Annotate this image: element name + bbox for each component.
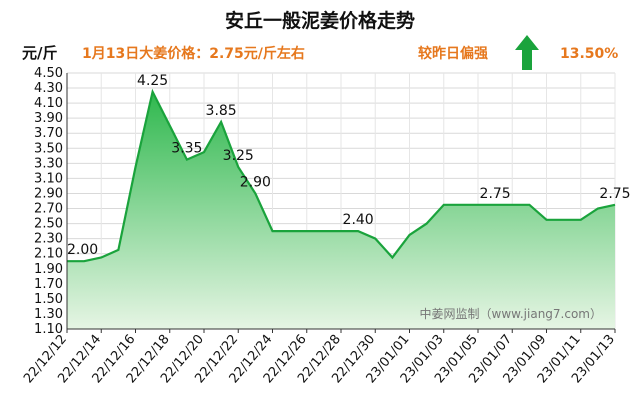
data-label: 3.85	[206, 103, 237, 119]
y-tick-label: 1.90	[34, 262, 63, 277]
y-tick-label: 2.10	[34, 247, 63, 262]
y-tick-label: 1.30	[34, 307, 63, 322]
change-percent: 13.50%	[560, 46, 618, 62]
price-area	[67, 91, 615, 329]
data-label: 3.35	[171, 141, 202, 157]
y-tick-label: 2.70	[34, 202, 63, 217]
data-label: 3.25	[223, 148, 254, 164]
y-tick-label: 3.50	[34, 141, 63, 156]
chart-title: 安丘一般泥姜价格走势	[225, 9, 415, 32]
data-label: 2.75	[599, 186, 630, 202]
compare-label: 较昨日偏强	[418, 45, 488, 62]
y-axis-unit: 元/斤	[22, 44, 57, 62]
data-labels: 2.00 4.25 3.35 3.85 3.25 2.90 2.40 2.75 2.75	[67, 73, 631, 258]
y-tick-label: 4.10	[34, 96, 63, 111]
y-tick-label: 2.30	[34, 232, 63, 247]
y-tick-label: 2.50	[34, 217, 63, 232]
data-label: 2.00	[67, 242, 98, 258]
y-tick-label: 3.90	[34, 111, 63, 126]
data-label: 4.25	[137, 73, 168, 89]
price-info: 1月13日大姜价格：2.75元/斤左右	[82, 45, 305, 62]
y-tick-label: 4.50	[34, 66, 63, 81]
price-line	[67, 88, 616, 263]
y-tick-label: 1.50	[34, 292, 63, 307]
data-label: 2.40	[343, 212, 374, 228]
y-tick-label: 3.30	[34, 156, 63, 171]
data-label: 2.75	[480, 186, 511, 202]
y-tick-label: 1.10	[34, 322, 63, 337]
y-axis-ticks: 1.101.301.501.701.902.102.302.502.702.90…	[34, 66, 63, 337]
y-tick-label: 3.70	[34, 126, 63, 141]
y-tick-label: 1.70	[34, 277, 63, 292]
y-tick-label: 3.10	[34, 171, 63, 186]
x-axis-ticks: 22/12/1222/12/1422/12/1622/12/1822/12/20…	[21, 329, 618, 386]
data-label: 2.90	[240, 174, 271, 190]
y-tick-label: 2.90	[34, 186, 63, 201]
y-tick-label: 4.30	[34, 81, 63, 96]
trend-up-arrow-icon	[515, 35, 539, 70]
watermark: 中姜网监制（www.jiang7.com）	[420, 306, 602, 321]
